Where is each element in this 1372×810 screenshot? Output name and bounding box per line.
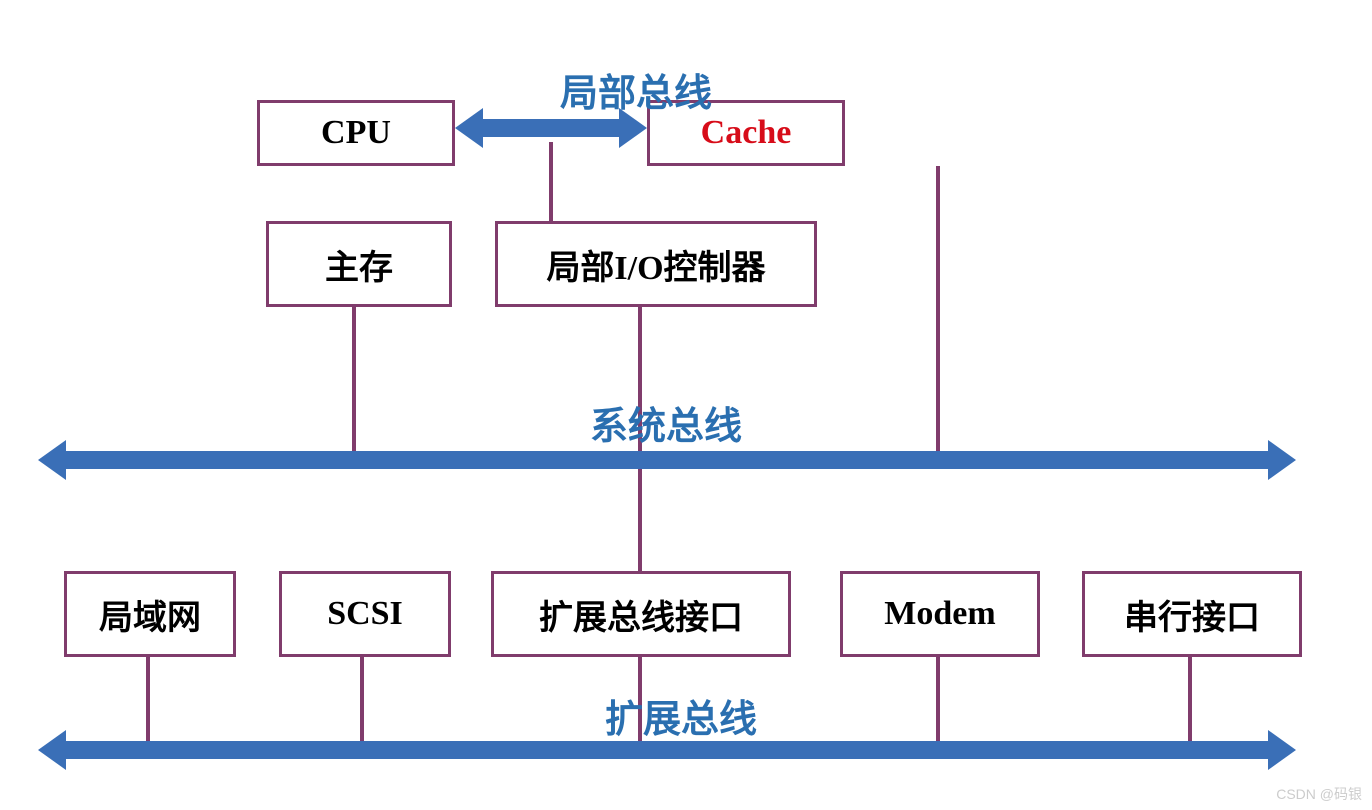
box-cpu: CPU [257, 100, 455, 166]
label-system-bus: 系统总线 [590, 395, 742, 450]
watermark: CSDN @码银 [1276, 784, 1362, 804]
box-serial-label: 串行接口 [1124, 590, 1260, 639]
label-expansion-bus: 扩展总线 [605, 688, 757, 743]
box-mem: 主存 [266, 221, 452, 307]
box-expif: 扩展总线接口 [491, 571, 791, 657]
box-ioctl: 局部I/O控制器 [495, 221, 817, 307]
box-modem-label: Modem [884, 595, 995, 633]
box-mem-label: 主存 [325, 240, 393, 289]
box-ioctl-label: 局部I/O控制器 [546, 240, 765, 289]
box-scsi-label: SCSI [327, 595, 403, 633]
box-scsi: SCSI [279, 571, 451, 657]
box-modem: Modem [840, 571, 1040, 657]
box-cpu-label: CPU [321, 114, 391, 152]
box-lan-label: 局域网 [99, 590, 201, 639]
box-cache-label: Cache [701, 114, 792, 152]
label-local-bus: 局部总线 [560, 62, 712, 117]
box-serial: 串行接口 [1082, 571, 1302, 657]
box-lan: 局域网 [64, 571, 236, 657]
box-expif-label: 扩展总线接口 [539, 590, 743, 639]
